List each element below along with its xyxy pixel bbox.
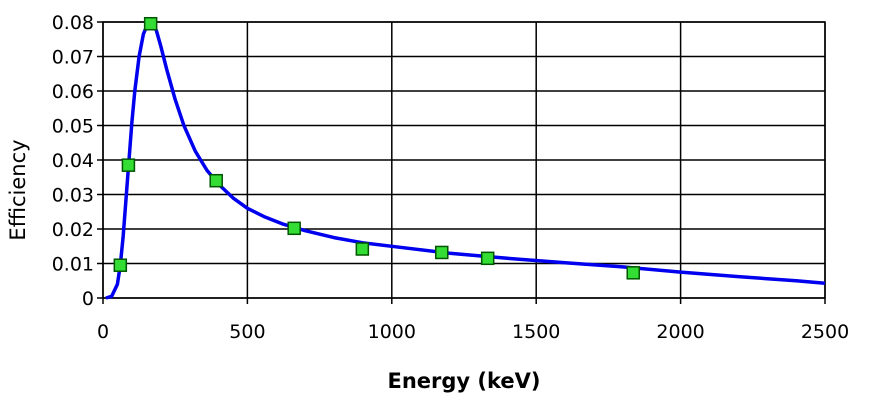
x-tick-label: 2500 xyxy=(801,321,849,343)
y-tick-label: 0.04 xyxy=(52,150,94,172)
y-tick-label: 0.08 xyxy=(52,12,94,34)
data-point xyxy=(209,173,223,188)
x-axis-label: Energy (keV) xyxy=(387,369,540,393)
data-point xyxy=(626,266,640,280)
y-axis-label: Efficiency xyxy=(6,139,30,240)
y-tick-label: 0.02 xyxy=(52,219,94,241)
x-tick-label: 1000 xyxy=(368,321,416,343)
data-point xyxy=(121,158,136,172)
y-tick-label: 0.05 xyxy=(52,116,94,138)
data-points xyxy=(113,16,640,280)
y-tick-label: 0.07 xyxy=(52,47,94,69)
axes xyxy=(97,21,826,304)
data-point xyxy=(113,258,128,272)
x-tick-label: 1500 xyxy=(512,321,560,343)
plot-border xyxy=(102,21,826,299)
y-tick-labels: 0 0.01 0.02 0.03 0.04 0.05 0.06 0.07 0.08 xyxy=(52,12,94,310)
data-point xyxy=(287,221,301,236)
x-tick-label: 0 xyxy=(97,321,109,343)
x-tick-label: 2000 xyxy=(656,321,704,343)
data-point xyxy=(355,242,370,256)
y-tick-label: 0 xyxy=(82,288,94,310)
x-tick-labels: 0 500 1000 1500 2000 2500 xyxy=(97,321,849,343)
data-point xyxy=(435,245,449,260)
data-point xyxy=(143,16,158,31)
y-tick-label: 0.06 xyxy=(52,81,94,103)
x-tick-label: 500 xyxy=(229,321,265,343)
y-tick-label: 0.01 xyxy=(52,254,94,276)
data-point xyxy=(480,251,495,266)
y-tick-label: 0.03 xyxy=(52,185,94,207)
